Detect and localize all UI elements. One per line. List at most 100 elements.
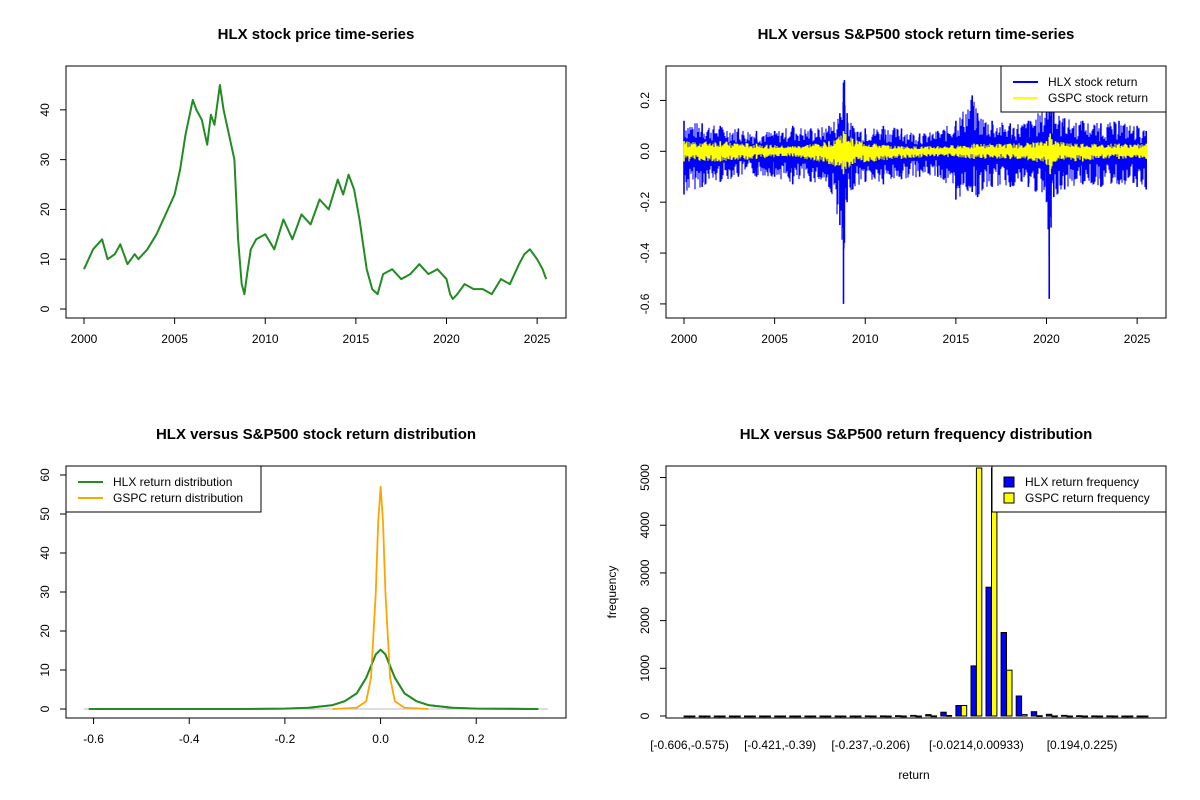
y-tick-label: 20 bbox=[38, 202, 52, 216]
plot-area bbox=[683, 467, 1149, 718]
bar bbox=[749, 715, 756, 718]
x-tick-label: 2015 bbox=[343, 332, 370, 346]
bar bbox=[834, 715, 841, 718]
bar bbox=[1045, 713, 1053, 717]
bar bbox=[960, 705, 968, 717]
y-tick-label: 10 bbox=[38, 252, 52, 266]
bar bbox=[1142, 715, 1149, 718]
bar bbox=[764, 715, 771, 718]
bar bbox=[870, 715, 877, 718]
bar bbox=[895, 715, 902, 718]
bar bbox=[779, 715, 786, 718]
y-tick-label: -0.2 bbox=[638, 192, 652, 213]
series-return-band bbox=[683, 130, 1147, 175]
bar bbox=[1076, 715, 1083, 718]
x-tick-label: -0.4 bbox=[179, 732, 200, 746]
bar bbox=[683, 715, 690, 718]
legend-label: GSPC return frequency bbox=[1025, 491, 1150, 505]
bar bbox=[1006, 669, 1013, 717]
bar bbox=[1000, 632, 1007, 717]
legend: HLX return frequency GSPC return frequenc… bbox=[991, 465, 1167, 513]
x-tick-label: 2010 bbox=[852, 332, 879, 346]
bar bbox=[789, 715, 796, 718]
x-tick-label: 2005 bbox=[161, 332, 188, 346]
bar bbox=[713, 715, 721, 718]
y-tick-label: 4000 bbox=[638, 512, 652, 539]
x-tick-label: -0.6 bbox=[83, 732, 104, 746]
series-line bbox=[83, 84, 548, 300]
y-tick-label: 3000 bbox=[638, 559, 652, 586]
bar bbox=[864, 715, 872, 718]
plot-frame bbox=[665, 65, 1167, 319]
bar bbox=[900, 715, 907, 718]
bar bbox=[698, 715, 706, 718]
x-tick-label: 2010 bbox=[252, 332, 279, 346]
x-tick-label: 2000 bbox=[71, 332, 98, 346]
bar bbox=[759, 715, 766, 718]
bar bbox=[1136, 715, 1143, 718]
bar bbox=[728, 715, 736, 718]
y-tick-label: 40 bbox=[38, 103, 52, 117]
bar bbox=[1096, 715, 1104, 718]
y-tick-label: 0 bbox=[638, 712, 652, 719]
x-tick-label: 2005 bbox=[761, 332, 788, 346]
y-tick-label: 0.2 bbox=[638, 92, 652, 109]
y-tick-label: 0 bbox=[38, 705, 52, 712]
bar bbox=[879, 715, 887, 718]
bar bbox=[809, 715, 817, 718]
bar bbox=[915, 715, 922, 718]
x-tick-label: -0.2 bbox=[275, 732, 296, 746]
x-tick-label: 0.0 bbox=[372, 732, 389, 746]
bar bbox=[1021, 714, 1028, 717]
x-tick-label: 2020 bbox=[433, 332, 460, 346]
series-bars bbox=[689, 467, 1149, 718]
y-tick-label: 0.0 bbox=[638, 143, 652, 160]
x-tick-label: 0.2 bbox=[468, 732, 485, 746]
bar bbox=[794, 715, 802, 718]
bar bbox=[1036, 715, 1043, 718]
y-tick-label: 40 bbox=[38, 546, 52, 560]
y-tick-label: 1000 bbox=[638, 655, 652, 682]
legend-label: HLX return distribution bbox=[113, 475, 232, 489]
y-tick-label: 2000 bbox=[638, 607, 652, 634]
bar bbox=[719, 715, 726, 718]
bar bbox=[1106, 715, 1113, 718]
legend-label: HLX stock return bbox=[1048, 75, 1137, 89]
bar bbox=[1121, 715, 1128, 718]
legend-label: GSPC return distribution bbox=[113, 491, 243, 505]
bar bbox=[1015, 695, 1023, 717]
bar bbox=[885, 715, 892, 718]
legend-swatch bbox=[1003, 476, 1015, 488]
chart-title: HLX stock price time-series bbox=[218, 26, 415, 43]
x-tick-label: 2000 bbox=[671, 332, 698, 346]
bar bbox=[744, 715, 751, 718]
y-tick-label: 30 bbox=[38, 585, 52, 599]
bar bbox=[1061, 714, 1068, 717]
y-tick-label: 60 bbox=[38, 468, 52, 482]
y-tick-label: -0.6 bbox=[638, 293, 652, 314]
bar bbox=[955, 705, 962, 717]
panel-p4: HLX versus S&P500 return frequency distr… bbox=[605, 426, 1167, 782]
category-label: [-0.606,-0.575) bbox=[650, 738, 729, 752]
bar bbox=[824, 715, 832, 718]
y-tick-label: 20 bbox=[38, 624, 52, 638]
x-tick-label: 2020 bbox=[1033, 332, 1060, 346]
bar bbox=[1051, 715, 1058, 718]
legend-swatch bbox=[1003, 492, 1015, 504]
category-label: [-0.237,-0.206) bbox=[831, 738, 910, 752]
bar bbox=[819, 715, 826, 718]
plot-area bbox=[84, 485, 548, 710]
bar bbox=[1081, 715, 1088, 718]
legend-box bbox=[991, 465, 1167, 513]
x-tick-label: 2025 bbox=[1124, 332, 1151, 346]
bar bbox=[940, 711, 947, 717]
bar bbox=[1091, 715, 1098, 718]
bar bbox=[849, 715, 857, 718]
category-label: [-0.421,-0.39) bbox=[744, 738, 816, 752]
legend: HLX return distribution GSPC return distr… bbox=[65, 465, 262, 513]
bar bbox=[925, 714, 932, 717]
bar bbox=[704, 715, 711, 718]
